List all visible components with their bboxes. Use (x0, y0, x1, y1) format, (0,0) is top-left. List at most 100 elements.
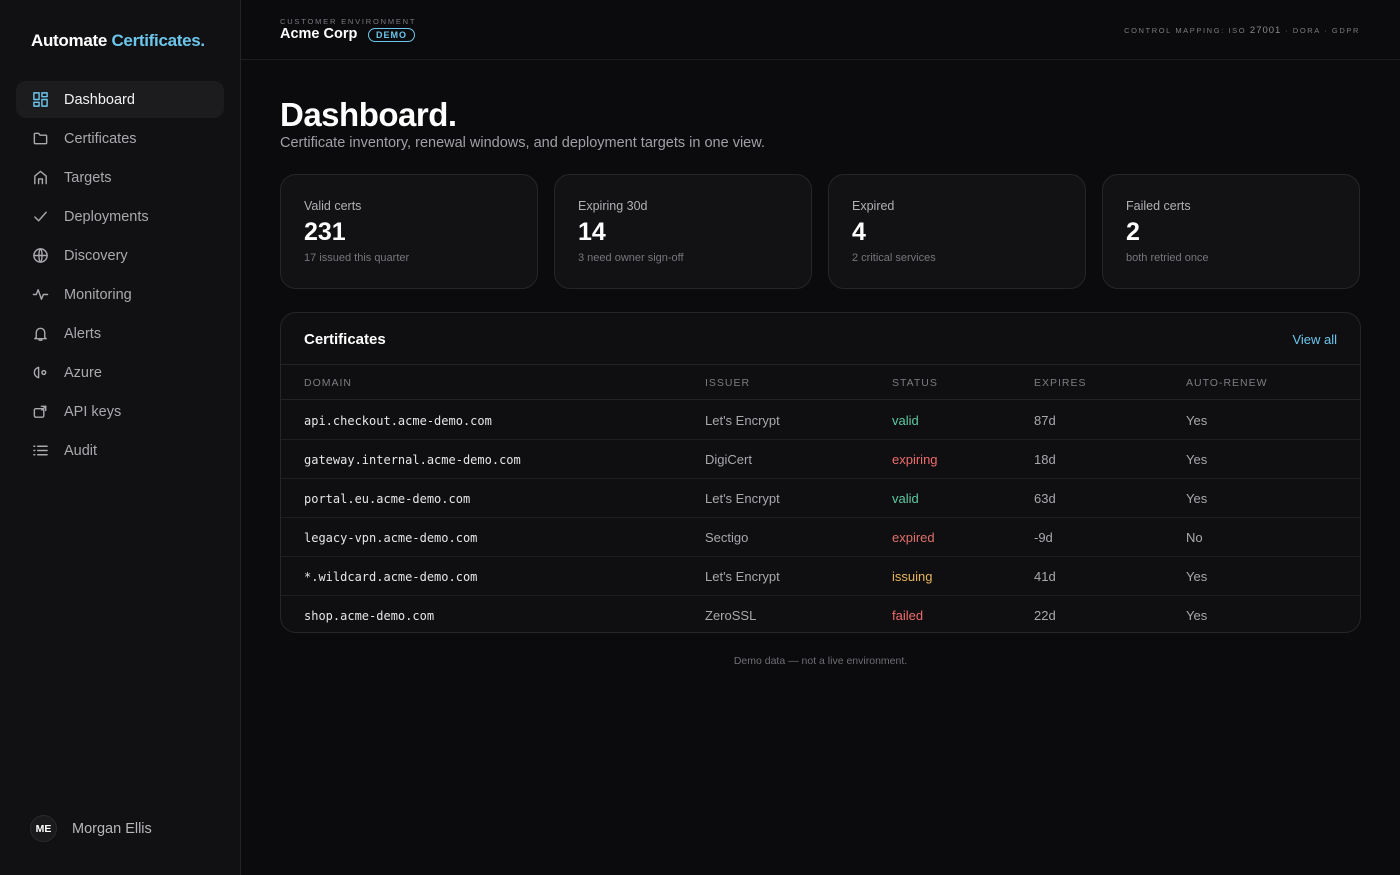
environment-label: CUSTOMER ENVIRONMENT (280, 17, 417, 26)
table-row[interactable]: portal.eu.acme-demo.com Let's Encrypt vali… (281, 479, 1360, 518)
cell-auto-renew: Yes (1186, 413, 1208, 428)
stat-card-valid[interactable]: Valid certs 231 17 issued this quarter (280, 174, 538, 289)
certificates-panel: Certificates View all DOMAIN ISSUER STAT… (280, 312, 1361, 633)
cell-domain: *.wildcard.acme-demo.com (304, 570, 478, 584)
stat-note: 17 issued this quarter (304, 252, 410, 264)
key-icon (31, 403, 49, 421)
column-header-auto-renew[interactable]: AUTO-RENEW (1186, 377, 1268, 389)
cell-issuer: Let's Encrypt (705, 413, 780, 428)
sidebar-item-label: Alerts (64, 325, 102, 342)
sidebar-item-dashboard[interactable]: Dashboard (16, 81, 224, 118)
stat-card-expired[interactable]: Expired 4 2 critical services (828, 174, 1086, 289)
sidebar-item-label: Discovery (64, 247, 128, 264)
cell-auto-renew: Yes (1186, 608, 1208, 623)
stat-card-failed[interactable]: Failed certs 2 both retried once (1102, 174, 1360, 289)
sidebar-item-label: Monitoring (64, 286, 132, 303)
globe-icon (31, 247, 49, 265)
sidebar-item-monitoring[interactable]: Monitoring (16, 276, 224, 313)
sidebar-item-targets[interactable]: Targets (16, 159, 224, 196)
table-row[interactable]: gateway.internal.acme-demo.com DigiCert ex… (281, 440, 1360, 479)
status-text: valid (892, 491, 919, 506)
table-row[interactable]: api.checkout.acme-demo.com Let's Encrypt v… (281, 401, 1360, 440)
column-header-issuer[interactable]: ISSUER (705, 377, 751, 389)
environment-name[interactable]: Acme Corp (280, 26, 358, 42)
stat-value: 14 (578, 218, 606, 246)
cell-auto-renew: Yes (1186, 569, 1208, 584)
table-row[interactable]: shop.acme-demo.com ZeroSSL failed 22d Yes (281, 596, 1360, 632)
bell-icon (31, 325, 49, 343)
cell-expires: 18d (1034, 452, 1056, 467)
brand-accent: Certificates. (111, 31, 205, 50)
user-profile[interactable]: ME Morgan Ellis (30, 815, 152, 842)
sidebar-item-discovery[interactable]: Discovery (16, 237, 224, 274)
sidebar-item-certificates[interactable]: Certificates (16, 120, 224, 157)
brand-prefix: Automate (31, 31, 107, 50)
status-text: expiring (892, 452, 938, 467)
demo-badge: DEMO (368, 28, 415, 42)
cell-expires: 41d (1034, 569, 1056, 584)
stat-label: Valid certs (304, 199, 362, 213)
sidebar-item-azure[interactable]: Azure (16, 354, 224, 391)
cell-issuer: ZeroSSL (705, 608, 757, 623)
sidebar-item-label: Dashboard (64, 91, 135, 108)
panel-header: Certificates View all (281, 313, 1360, 365)
table-row[interactable]: *.wildcard.acme-demo.com Let's Encrypt iss… (281, 557, 1360, 596)
page-subtitle: Certificate inventory, renewal windows, … (280, 135, 765, 151)
cell-domain: gateway.internal.acme-demo.com (304, 453, 521, 467)
list-icon (31, 442, 49, 460)
control-mapping-prefix: CONTROL MAPPING: ISO (1124, 26, 1247, 35)
stat-label: Failed certs (1126, 199, 1191, 213)
cell-expires: 87d (1034, 413, 1056, 428)
cell-issuer: DigiCert (705, 452, 752, 467)
stat-value: 4 (852, 218, 866, 246)
cell-domain: api.checkout.acme-demo.com (304, 414, 492, 428)
sidebar-item-label: Certificates (64, 130, 137, 147)
status-text: valid (892, 413, 919, 428)
sidebar-item-api-keys[interactable]: API keys (16, 393, 224, 430)
cell-domain: legacy-vpn.acme-demo.com (304, 531, 478, 545)
sidebar-item-deployments[interactable]: Deployments (16, 198, 224, 235)
column-header-status[interactable]: STATUS (892, 377, 938, 389)
view-all-link[interactable]: View all (1292, 332, 1337, 347)
column-header-expires[interactable]: EXPIRES (1034, 377, 1087, 389)
cell-expires: -9d (1034, 530, 1053, 545)
footer-note: Demo data — not a live environment. (733, 655, 908, 667)
sidebar-item-label: Audit (64, 442, 98, 459)
stat-label: Expiring 30d (578, 199, 648, 213)
folder-icon (31, 130, 49, 148)
stat-note: 2 critical services (852, 252, 936, 264)
stat-label: Expired (852, 199, 895, 213)
table-row[interactable]: legacy-vpn.acme-demo.com Sectigo expired -9… (281, 518, 1360, 557)
brand-logo[interactable]: Automate Certificates. (31, 31, 205, 51)
sidebar-item-label: API keys (64, 403, 122, 420)
cell-issuer: Let's Encrypt (705, 491, 780, 506)
stat-card-expiring[interactable]: Expiring 30d 14 3 need owner sign-off (554, 174, 812, 289)
status-text: issuing (892, 569, 933, 584)
topbar: CUSTOMER ENVIRONMENT Acme Corp DEMO CONT… (241, 0, 1400, 60)
pulse-icon (31, 286, 49, 304)
cell-auto-renew: Yes (1186, 452, 1208, 467)
sidebar-item-alerts[interactable]: Alerts (16, 315, 224, 352)
page-title: Dashboard. (280, 96, 457, 133)
control-mapping-iso: 27001 (1249, 25, 1282, 36)
cell-auto-renew: No (1186, 530, 1203, 545)
avatar: ME (30, 815, 57, 842)
sidebar-item-audit[interactable]: Audit (16, 432, 224, 469)
sidebar-item-label: Azure (64, 364, 102, 381)
control-mapping-suffix: · DORA · GDPR (1285, 26, 1360, 35)
stat-value: 2 (1126, 218, 1140, 246)
home-icon (31, 169, 49, 187)
sidebar-item-label: Deployments (64, 208, 149, 225)
sidebar-item-label: Targets (64, 169, 112, 186)
status-text: expired (892, 530, 935, 545)
check-icon (31, 208, 49, 226)
column-header-domain[interactable]: DOMAIN (304, 377, 352, 389)
status-text: failed (892, 608, 924, 623)
azure-icon (31, 364, 49, 382)
dashboard-icon (31, 91, 49, 109)
sidebar-nav: Dashboard Certificates Targets Deploymen… (16, 81, 224, 471)
stats-row: Valid certs 231 17 issued this quarter E… (280, 174, 1361, 289)
table-header: DOMAIN ISSUER STATUS EXPIRES AUTO-RENEW (281, 365, 1360, 400)
user-name: Morgan Ellis (72, 820, 152, 837)
control-mapping: CONTROL MAPPING: ISO 27001 · DORA · GDPR (1124, 25, 1360, 36)
